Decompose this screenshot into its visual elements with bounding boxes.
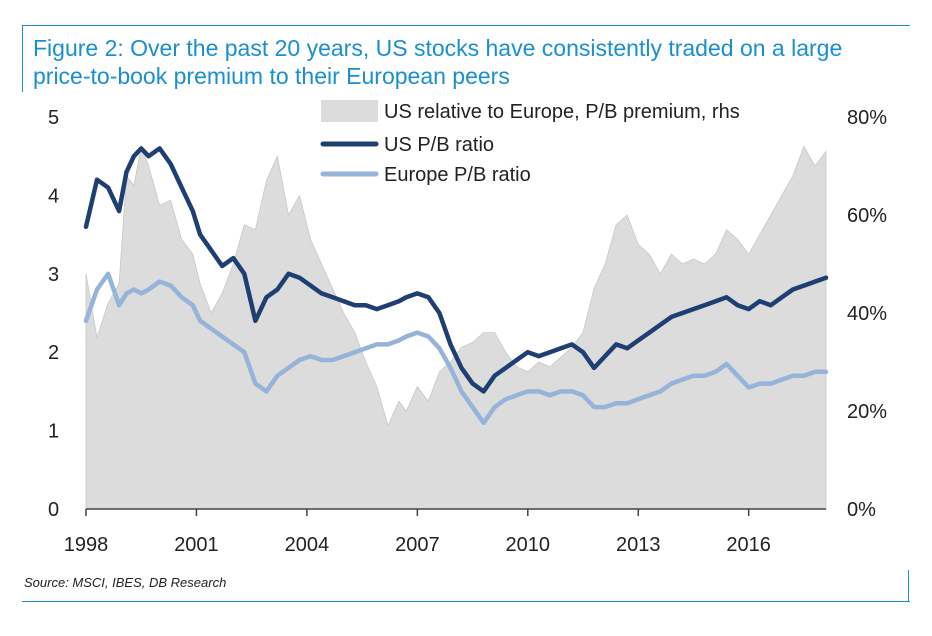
legend-premium-swatch xyxy=(321,100,378,122)
y-left-tick-label: 1 xyxy=(48,421,59,443)
y-left-tick-label: 4 xyxy=(48,185,59,207)
axes-layer: 1998 2001 2004 2007 2010 2013 2016 0 1 2 3 4 5 0% 20% 4… xyxy=(48,107,887,556)
frame-top-rule xyxy=(22,25,910,26)
x-tick-label: 2010 xyxy=(506,534,551,556)
legend-us-label: US P/B ratio xyxy=(384,134,494,156)
premium-area xyxy=(85,144,827,510)
x-tick-label: 2016 xyxy=(726,534,771,556)
europe-pb-line xyxy=(83,271,829,426)
frame-left-rule xyxy=(22,25,23,92)
legend-premium-label: US relative to Europe, P/B premium, rhs xyxy=(384,101,740,123)
x-tick-label: 2004 xyxy=(285,534,330,556)
us-pb-line xyxy=(83,146,829,394)
x-tick-label: 1998 xyxy=(64,534,109,556)
frame-bottom-rule xyxy=(22,601,910,602)
y-left-tick-label: 0 xyxy=(48,499,59,521)
y-right-tick-label: 80% xyxy=(847,107,887,129)
y-right-tick-label: 60% xyxy=(847,205,887,227)
frame-right-rule xyxy=(908,570,909,601)
y-right-tick-label: 40% xyxy=(847,303,887,325)
chart-area: 1998 2001 2004 2007 2010 2013 2016 0 1 2 3 4 5 0% 20% 4… xyxy=(48,100,887,556)
y-right-tick-label: 20% xyxy=(847,401,887,423)
x-tick-label: 2001 xyxy=(174,534,219,556)
ratio-lines-layer xyxy=(83,146,829,426)
y-left-tick-label: 3 xyxy=(48,264,59,286)
y-left-tick-label: 5 xyxy=(48,107,59,129)
legend: US relative to Europe, P/B premium, rhs U… xyxy=(320,100,740,186)
premium-area-layer xyxy=(85,144,827,510)
y-right-tick-label: 0% xyxy=(847,499,876,521)
y-left-tick-label: 2 xyxy=(48,342,59,364)
source-note: Source: MSCI, IBES, DB Research xyxy=(24,575,227,590)
x-tick-label: 2007 xyxy=(395,534,440,556)
legend-europe-label: Europe P/B ratio xyxy=(384,164,531,186)
figure-title: Figure 2: Over the past 20 years, US sto… xyxy=(33,35,843,89)
x-tick-label: 2013 xyxy=(616,534,661,556)
